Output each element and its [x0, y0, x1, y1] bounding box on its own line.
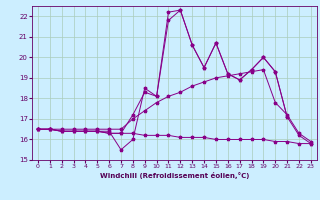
X-axis label: Windchill (Refroidissement éolien,°C): Windchill (Refroidissement éolien,°C) — [100, 172, 249, 179]
